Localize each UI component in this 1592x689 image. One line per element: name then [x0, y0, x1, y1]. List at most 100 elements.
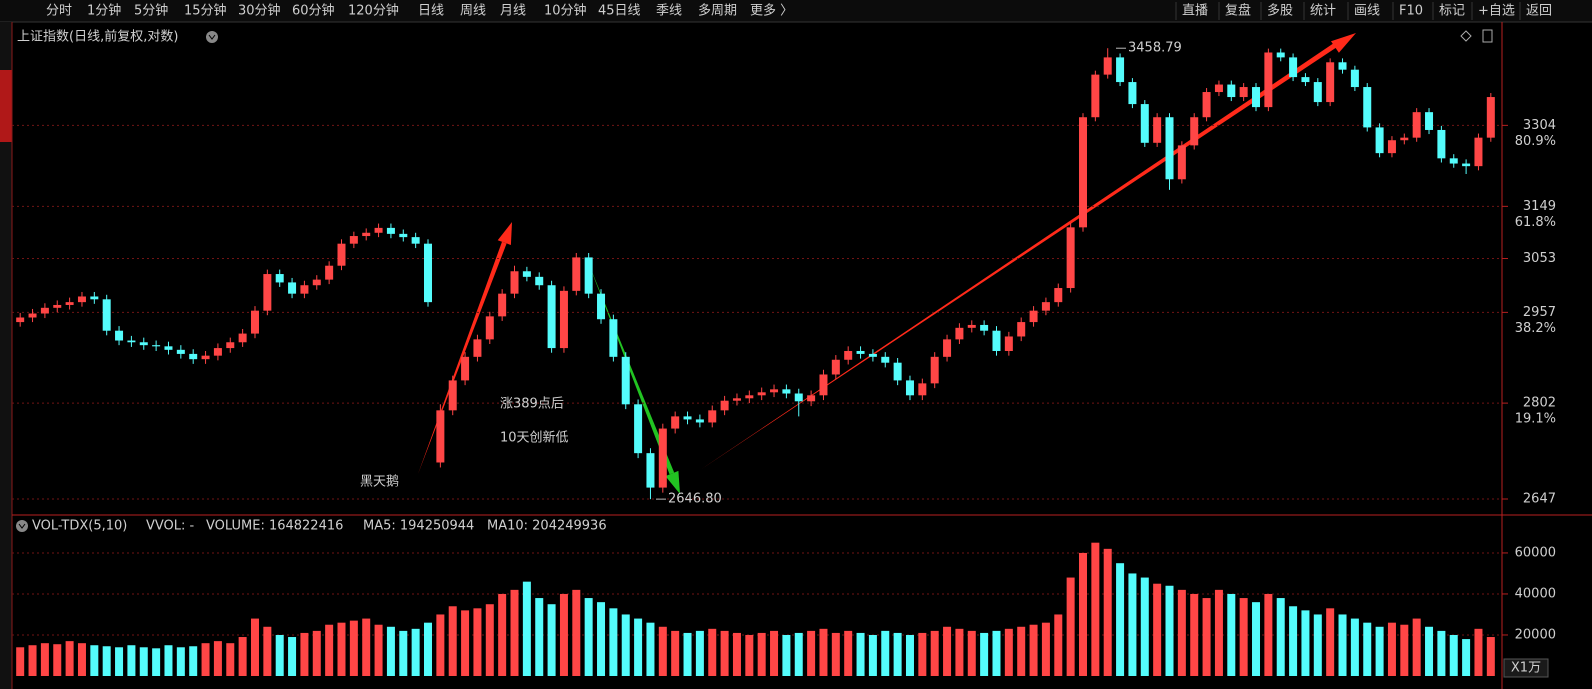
- candle-body: [918, 383, 927, 396]
- volume-unit: X1万: [1511, 661, 1541, 676]
- candle-body: [893, 362, 902, 381]
- candle-body: [102, 299, 111, 331]
- candle-body: [1214, 84, 1223, 93]
- candle-body: [634, 404, 643, 454]
- candle-body: [411, 237, 420, 244]
- candle-body: [189, 353, 198, 360]
- y-tick-label: 2957: [1523, 305, 1556, 320]
- toolbar-tab[interactable]: 60分钟: [292, 3, 335, 19]
- candle-body: [1153, 117, 1162, 143]
- volume-bar: [572, 589, 581, 676]
- volume-bar: [349, 620, 358, 676]
- toolbar-button[interactable]: 标记: [1439, 4, 1465, 19]
- volume-bar: [757, 632, 766, 676]
- candle-body: [930, 356, 939, 384]
- toolbar-tab[interactable]: 月线: [500, 4, 526, 19]
- candle-body: [386, 227, 395, 234]
- sidebar: [0, 22, 12, 689]
- toolbar-button[interactable]: 直播: [1182, 4, 1208, 19]
- candle-body: [1066, 227, 1075, 289]
- candle-body: [1338, 62, 1347, 70]
- toolbar-tab[interactable]: 周线: [460, 4, 486, 19]
- toolbar-tab[interactable]: 更多 〉: [750, 3, 793, 19]
- candle-body: [584, 257, 593, 294]
- volume-bar: [325, 624, 334, 676]
- fib-label: 61.8%: [1515, 215, 1556, 230]
- candle-body: [152, 345, 161, 347]
- volume-bar: [1177, 589, 1186, 676]
- volume-bar: [683, 632, 692, 676]
- volume-bar: [77, 643, 86, 676]
- vol-legend: VVOL: -: [146, 519, 195, 534]
- toolbar-button[interactable]: 复盘: [1225, 3, 1251, 19]
- candle-body: [868, 353, 877, 357]
- title-menu-icon[interactable]: [206, 31, 218, 43]
- toolbar-button[interactable]: 统计: [1310, 4, 1336, 19]
- vol-legend: MA10: 204249936: [487, 519, 607, 534]
- vol-menu-icon[interactable]: [16, 520, 28, 532]
- volume-bar: [498, 593, 507, 676]
- volume-bar: [535, 598, 544, 676]
- window-icon[interactable]: [1482, 29, 1493, 43]
- candle-body: [399, 233, 408, 238]
- toolbar-tab[interactable]: 45日线: [598, 4, 641, 19]
- title-menu-chevron: [208, 34, 216, 40]
- candle-body: [881, 356, 890, 363]
- toolbar-tab[interactable]: 季线: [656, 4, 682, 19]
- volume-bar: [955, 628, 964, 676]
- note: 10天创新低: [500, 430, 569, 446]
- toolbar-tab[interactable]: 多周期: [698, 3, 737, 19]
- toolbar-button[interactable]: 返回: [1526, 4, 1552, 19]
- diamond-icon[interactable]: [1460, 30, 1472, 42]
- volume-bar: [634, 618, 643, 676]
- toolbar-tab[interactable]: 1分钟: [87, 3, 121, 19]
- fib-label: 38.2%: [1515, 321, 1556, 336]
- toolbar-button[interactable]: +自选: [1478, 4, 1515, 19]
- candle-body: [844, 350, 853, 360]
- candle-body: [325, 265, 334, 280]
- toolbar-tab[interactable]: 分时: [46, 4, 72, 19]
- toolbar-tab[interactable]: 5分钟: [134, 3, 168, 19]
- candle-body: [16, 317, 25, 323]
- candle-body: [1252, 87, 1261, 108]
- volume-bar: [1387, 622, 1396, 676]
- volume-bar: [164, 645, 173, 676]
- volume-bar: [1264, 593, 1273, 676]
- toolbar-tab[interactable]: 日线: [418, 4, 444, 19]
- annotation: 2646.80: [668, 492, 722, 507]
- vol-title: VOL-TDX(5,10): [32, 519, 127, 534]
- candle-body: [1375, 127, 1384, 154]
- volume-bar: [745, 634, 754, 676]
- candle-body: [1017, 322, 1026, 337]
- volume-bar: [1474, 628, 1483, 676]
- toolbar-tab[interactable]: 15分钟: [184, 3, 227, 19]
- candle-body: [819, 374, 828, 396]
- toolbar-tab[interactable]: 10分钟: [544, 3, 587, 19]
- volume-bar: [1313, 614, 1322, 676]
- candle-body: [609, 319, 618, 357]
- volume-bar: [485, 604, 494, 676]
- fib-label: 19.1%: [1515, 412, 1556, 427]
- candle-body: [1412, 112, 1421, 138]
- candle-body: [1054, 288, 1063, 303]
- volume-bar: [1153, 583, 1162, 676]
- volume-bar: [646, 622, 655, 676]
- toolbar-button[interactable]: F10: [1399, 4, 1423, 19]
- toolbar-tab[interactable]: 30分钟: [238, 3, 281, 19]
- volume-bar: [621, 614, 630, 676]
- toolbar-tab[interactable]: 120分钟: [348, 3, 399, 19]
- toolbar-button[interactable]: 多股: [1267, 3, 1293, 19]
- candle-body: [1289, 57, 1298, 78]
- volume-bar: [461, 610, 470, 676]
- toolbar-button[interactable]: 画线: [1354, 4, 1380, 19]
- candle-body: [473, 339, 482, 357]
- volume-bar: [807, 630, 816, 676]
- volume-bar: [1301, 610, 1310, 676]
- trend-arrow-head: [1331, 33, 1356, 53]
- candle-body: [1350, 69, 1359, 88]
- volume-bar: [1041, 622, 1050, 676]
- volume-bar: [510, 589, 519, 676]
- drop-arrow-head: [665, 470, 680, 494]
- candle-body: [745, 395, 754, 399]
- volume-bar: [881, 630, 890, 676]
